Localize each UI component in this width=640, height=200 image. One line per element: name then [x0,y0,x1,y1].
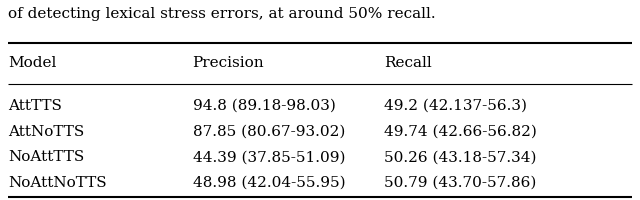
Text: AttTTS: AttTTS [8,99,61,113]
Text: 49.2 (42.137-56.3): 49.2 (42.137-56.3) [384,99,527,113]
Text: 50.26 (43.18-57.34): 50.26 (43.18-57.34) [384,150,536,164]
Text: 50.79 (43.70-57.86): 50.79 (43.70-57.86) [384,176,536,190]
Text: Recall: Recall [384,56,431,70]
Text: Precision: Precision [193,56,264,70]
Text: 49.74 (42.66-56.82): 49.74 (42.66-56.82) [384,125,536,139]
Text: 44.39 (37.85-51.09): 44.39 (37.85-51.09) [193,150,345,164]
Text: of detecting lexical stress errors, at around 50% recall.: of detecting lexical stress errors, at a… [8,7,435,21]
Text: Model: Model [8,56,56,70]
Text: 94.8 (89.18-98.03): 94.8 (89.18-98.03) [193,99,335,113]
Text: 48.98 (42.04-55.95): 48.98 (42.04-55.95) [193,176,345,190]
Text: NoAttTTS: NoAttTTS [8,150,84,164]
Text: AttNoTTS: AttNoTTS [8,125,84,139]
Text: NoAttNoTTS: NoAttNoTTS [8,176,106,190]
Text: 87.85 (80.67-93.02): 87.85 (80.67-93.02) [193,125,345,139]
